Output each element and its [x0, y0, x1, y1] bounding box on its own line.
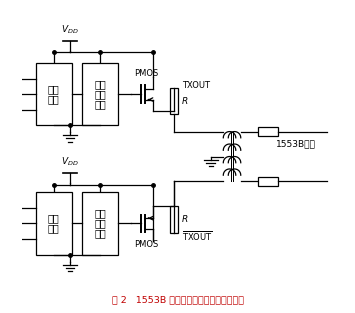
Text: 控制: 控制: [94, 89, 106, 99]
Text: TXOUT: TXOUT: [181, 81, 209, 90]
Bar: [82, 192, 118, 255]
Text: $\overline{\rm TXOUT}$: $\overline{\rm TXOUT}$: [181, 229, 212, 243]
Text: 电路: 电路: [94, 228, 106, 239]
Text: 栅极: 栅极: [94, 79, 106, 89]
Text: 栅极: 栅极: [94, 208, 106, 218]
Text: 电路: 电路: [94, 99, 106, 109]
Bar: [170, 206, 179, 233]
Text: $V_{DD}$: $V_{DD}$: [61, 156, 79, 168]
Text: R: R: [181, 97, 188, 106]
Text: 电路: 电路: [48, 223, 60, 233]
Text: 驱动: 驱动: [48, 84, 60, 94]
Bar: [36, 63, 72, 125]
Text: $V_{DD}$: $V_{DD}$: [61, 23, 79, 36]
Text: 图 2   1553B 总线控制器总线端口功能框图: 图 2 1553B 总线控制器总线端口功能框图: [111, 295, 244, 305]
Text: R: R: [181, 215, 188, 224]
Text: 1553B总线: 1553B总线: [276, 140, 316, 149]
Bar: [36, 192, 72, 255]
Text: 控制: 控制: [94, 218, 106, 228]
Bar: [170, 88, 179, 115]
Text: 驱动: 驱动: [48, 213, 60, 223]
Bar: [82, 63, 118, 125]
Text: 电路: 电路: [48, 94, 60, 104]
Text: PMOS: PMOS: [134, 69, 158, 78]
Text: PMOS: PMOS: [134, 240, 158, 249]
Bar: [258, 127, 278, 136]
Bar: [258, 177, 278, 186]
